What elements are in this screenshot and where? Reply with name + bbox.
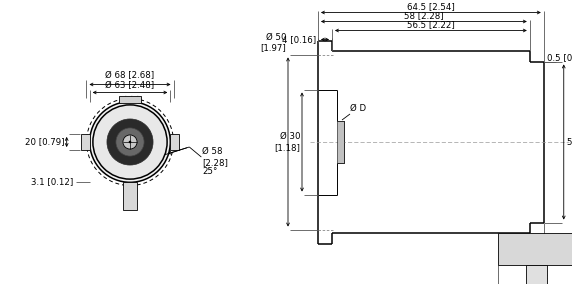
Text: Ø D: Ø D — [350, 104, 366, 113]
Circle shape — [129, 141, 132, 143]
Bar — [170, 134, 179, 150]
Circle shape — [123, 135, 137, 149]
Circle shape — [107, 119, 153, 165]
Text: 25°: 25° — [202, 166, 218, 176]
Text: 3.1 [0.12]: 3.1 [0.12] — [31, 177, 74, 186]
Text: 4 [0.16]: 4 [0.16] — [282, 35, 316, 44]
Bar — [119, 96, 141, 103]
Text: Ø 58
[2.28]: Ø 58 [2.28] — [202, 147, 228, 167]
Bar — [526, 264, 547, 284]
Text: 56.5 [2.22]: 56.5 [2.22] — [407, 20, 455, 30]
Bar — [498, 233, 572, 264]
Text: 64.5 [2.54]: 64.5 [2.54] — [407, 3, 455, 11]
Circle shape — [90, 102, 170, 182]
Circle shape — [116, 128, 144, 156]
Bar — [337, 121, 344, 163]
Text: 20 [0.79]: 20 [0.79] — [25, 137, 65, 147]
Circle shape — [93, 105, 167, 179]
Text: Ø 50
[1.97]: Ø 50 [1.97] — [260, 33, 286, 53]
Text: 58 [2.28]: 58 [2.28] — [404, 11, 444, 20]
Text: 52 [2.05]: 52 [2.05] — [567, 137, 572, 147]
Text: Ø 63 [2.48]: Ø 63 [2.48] — [105, 82, 154, 91]
Bar — [81, 134, 90, 150]
Bar — [123, 182, 137, 210]
Text: Ø 68 [2.68]: Ø 68 [2.68] — [105, 72, 154, 80]
Text: 0.5 [0.02]: 0.5 [0.02] — [547, 53, 572, 62]
Text: Ø 30
[1.18]: Ø 30 [1.18] — [274, 132, 300, 152]
